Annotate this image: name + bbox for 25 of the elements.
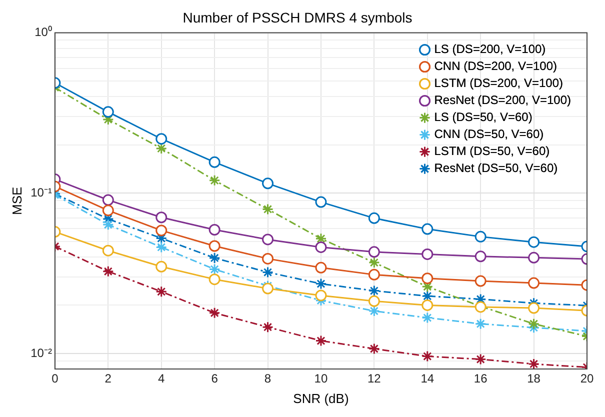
x-tick-label: 16	[474, 372, 488, 386]
y-tick-label: 10⁰	[34, 25, 52, 40]
x-tick-label: 10	[314, 372, 328, 386]
y-tick-label: 10⁻²	[30, 346, 52, 360]
x-tick-label: 6	[211, 372, 218, 386]
legend-label: ResNet (DS=200, V=100)	[434, 93, 572, 108]
x-tick-label: 18	[527, 372, 541, 386]
y-axis-title: MSE	[9, 186, 24, 215]
chart-title: Number of PSSCH DMRS 4 symbols	[182, 9, 412, 26]
legend-label: ResNet (DS=50, V=60)	[434, 161, 558, 176]
legend-label: LS (DS=50, V=60)	[434, 110, 532, 124]
x-tick-label: 4	[158, 372, 166, 386]
x-tick-label: 14	[420, 372, 434, 386]
x-tick-label: 8	[264, 372, 272, 386]
legend-label: LSTM (DS=200, V=100)	[434, 76, 563, 90]
x-tick-label: 2	[104, 372, 112, 386]
y-tick-label: 10⁻¹	[30, 185, 52, 200]
legend-label: CNN (DS=200, V=100)	[434, 59, 557, 74]
x-tick-label: 12	[368, 372, 382, 386]
legend-label: LS (DS=200, V=100)	[434, 42, 546, 56]
x-tick-label: 20	[580, 372, 594, 386]
x-axis-title: SNR (dB)	[293, 390, 349, 406]
legend-label: CNN (DS=50, V=60)	[434, 127, 544, 142]
x-tick-label: 0	[52, 372, 59, 386]
legend-label: LSTM (DS=50, V=60)	[434, 144, 550, 158]
